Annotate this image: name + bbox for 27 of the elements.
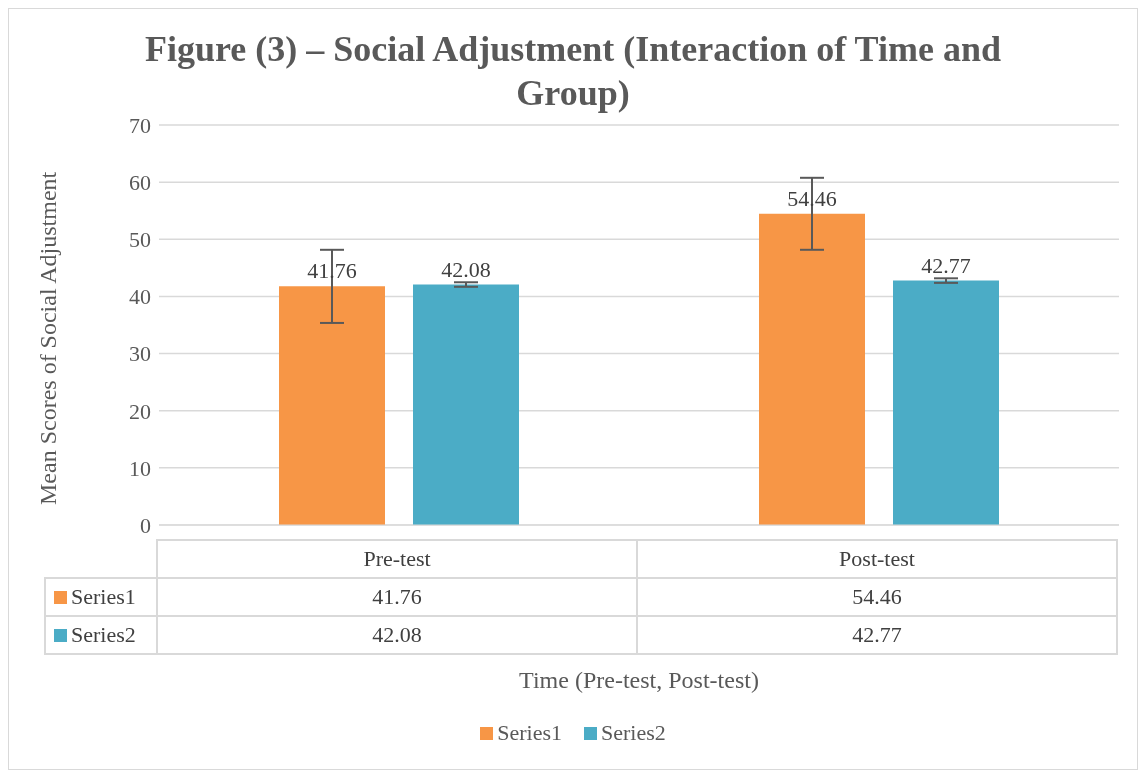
data-label: 42.77 <box>637 616 1117 654</box>
chart-title: Figure (3) – Social Adjustment (Interaction of Time and Group) <box>145 29 1001 113</box>
y-tick-label: 0 <box>140 512 151 538</box>
bar <box>279 286 385 525</box>
text: Series2 <box>71 622 136 648</box>
y-tick-label: 20 <box>129 398 151 424</box>
x-tick-label: Pre-test <box>157 540 637 578</box>
y-tick-label: 30 <box>129 341 151 367</box>
legend-label: Series1 <box>70 584 136 611</box>
x-tick-label: Post-test <box>637 540 1117 578</box>
bar <box>893 280 999 525</box>
x-axis-title: Time (Pre-test, Post-test) <box>518 667 760 694</box>
y-axis-title: Mean Scores of Social Adjustment <box>34 171 61 505</box>
y-tick-label: 60 <box>129 169 151 195</box>
legend-label: Series2 <box>600 720 666 746</box>
y-tick-label: 10 <box>129 455 151 481</box>
data-label: 54.46 <box>637 578 1117 616</box>
data-label: 41.76 <box>157 578 637 616</box>
bar <box>759 213 865 525</box>
bar <box>413 284 519 525</box>
annotation: 42.08 <box>441 256 491 282</box>
y-tick-label: 70 <box>129 112 151 138</box>
annotation: 42.77 <box>921 252 971 278</box>
y-tick-label: 40 <box>129 284 151 310</box>
data-label: 42.08 <box>157 616 637 654</box>
y-tick-label: 50 <box>129 227 151 253</box>
text: Series1 <box>497 720 562 745</box>
